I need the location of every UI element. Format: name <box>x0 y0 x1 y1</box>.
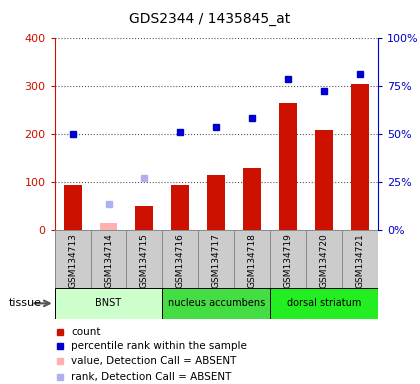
Text: value, Detection Call = ABSENT: value, Detection Call = ABSENT <box>71 356 236 366</box>
Bar <box>270 288 378 319</box>
Text: GSM134717: GSM134717 <box>212 233 221 288</box>
Bar <box>243 168 261 230</box>
Text: GSM134719: GSM134719 <box>284 233 293 288</box>
Text: GSM134715: GSM134715 <box>140 233 149 288</box>
Bar <box>91 230 126 288</box>
Bar <box>234 230 270 288</box>
Text: dorsal striatum: dorsal striatum <box>287 298 361 308</box>
Text: nucleus accumbens: nucleus accumbens <box>168 298 265 308</box>
Bar <box>163 288 270 319</box>
Bar <box>163 230 198 288</box>
Text: count: count <box>71 327 100 337</box>
Text: GSM134713: GSM134713 <box>68 233 77 288</box>
Bar <box>306 230 342 288</box>
Text: GSM134714: GSM134714 <box>104 233 113 288</box>
Bar <box>63 185 81 230</box>
Text: GSM134720: GSM134720 <box>320 233 328 288</box>
Text: rank, Detection Call = ABSENT: rank, Detection Call = ABSENT <box>71 372 231 382</box>
Text: GSM134716: GSM134716 <box>176 233 185 288</box>
Bar <box>315 129 333 230</box>
Bar <box>270 230 306 288</box>
Bar <box>100 223 118 230</box>
Text: percentile rank within the sample: percentile rank within the sample <box>71 341 247 351</box>
Bar <box>135 207 153 230</box>
Text: GSM134721: GSM134721 <box>356 233 365 288</box>
Text: BNST: BNST <box>95 298 121 308</box>
Bar <box>207 175 225 230</box>
Bar <box>171 185 189 230</box>
Text: GSM134718: GSM134718 <box>248 233 257 288</box>
Bar <box>279 103 297 230</box>
Text: GDS2344 / 1435845_at: GDS2344 / 1435845_at <box>129 12 291 25</box>
Bar <box>342 230 378 288</box>
Text: tissue: tissue <box>8 298 42 308</box>
Bar <box>55 230 91 288</box>
Bar <box>351 84 369 230</box>
Bar <box>55 288 163 319</box>
Bar <box>126 230 163 288</box>
Bar <box>198 230 234 288</box>
